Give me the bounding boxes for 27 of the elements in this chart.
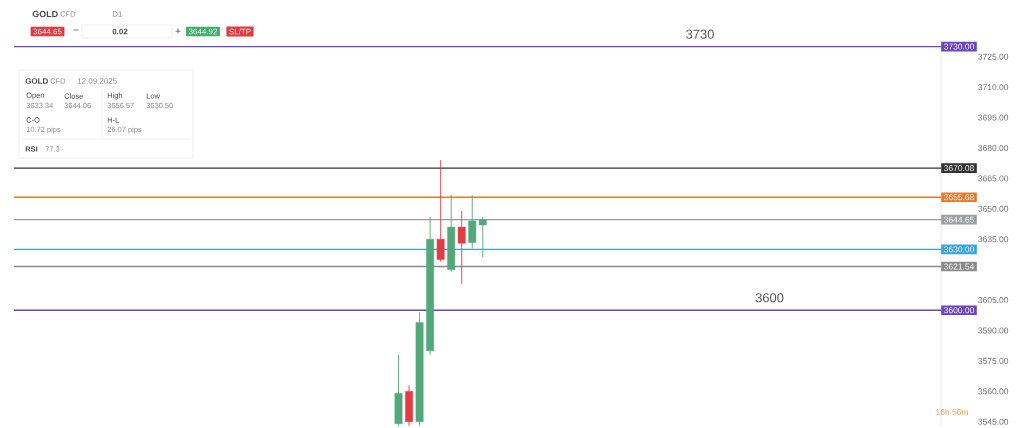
ref-line-label: 3621.54 [944,263,975,270]
candlestick [436,159,445,262]
annotation: 3600 [755,293,784,303]
chart-title: GOLD [32,10,58,18]
ref-line-label: 3730.00 [944,43,974,50]
text: + [175,28,181,34]
y-tick-label: 3725.00 [978,53,1009,60]
y-tick-label: 3590.00 [978,327,1009,334]
candlestick [457,210,466,285]
ref-line-label: 3644.65 [944,216,974,223]
ref-line-label: 3630.00 [944,246,974,253]
y-tick-label: 3605.00 [978,297,1009,304]
y-tick-label: 3650.00 [978,205,1009,212]
y-tick-label: 3710.00 [978,84,1009,91]
ref-line-label: 3670.08 [944,165,974,172]
ref-line-label: 3600.00 [944,307,974,314]
annotation: 3730 [686,29,714,39]
y-tick-label: 3665.00 [978,175,1009,182]
y-tick-label: 3680.00 [978,144,1009,151]
y-tick-label: 3575.00 [978,357,1009,364]
ref-line-label: 3655.68 [944,194,974,201]
y-tick-label: 3695.00 [978,114,1009,121]
y-tick-label: 3635.00 [978,236,1009,243]
y-tick-label: 3560.00 [978,388,1009,395]
text: − [73,29,79,31]
annotation: 16h 56m [936,408,968,416]
y-tick-label: 3545.00 [978,418,1009,425]
